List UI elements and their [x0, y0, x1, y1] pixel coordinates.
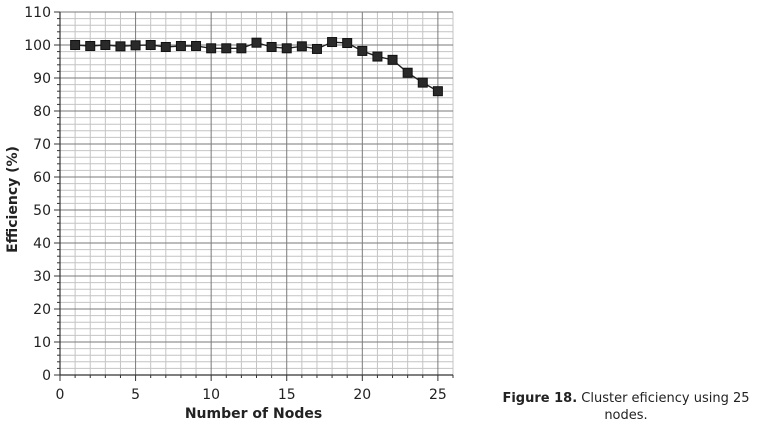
x-tick-label: 15: [278, 387, 296, 403]
data-point: [266, 41, 277, 52]
data-point: [296, 41, 307, 52]
x-tick-label: 10: [202, 387, 220, 403]
data-point: [221, 43, 232, 54]
y-tick-label: 80: [33, 104, 51, 120]
y-axis-title: Efficiency (%): [5, 146, 21, 253]
data-point: [130, 40, 141, 51]
chart-grid: [60, 11, 454, 375]
y-tick-label: 100: [24, 38, 51, 54]
y-tick-label: 40: [33, 236, 51, 252]
data-point: [236, 43, 247, 54]
data-point: [281, 43, 292, 54]
chart-labels: 0 10 20 30 40 50 60 70 80 90 100 110 0 5 10 15 20 25 Numbe…: [5, 5, 447, 422]
data-point: [357, 45, 368, 56]
data-point: [191, 40, 202, 51]
data-point: [251, 37, 262, 48]
data-point: [342, 38, 353, 49]
x-tick-label: 20: [353, 387, 371, 403]
caption-label: Figure 18.: [502, 391, 578, 406]
data-point: [327, 37, 338, 48]
chart-series: [70, 37, 443, 97]
data-point: [432, 86, 443, 97]
data-point: [372, 51, 383, 62]
data-point: [417, 77, 428, 88]
data-point: [145, 40, 156, 50]
y-tick-label: 10: [33, 335, 51, 351]
data-point: [387, 54, 398, 65]
y-tick-label: 50: [33, 203, 51, 219]
data-point: [85, 40, 96, 51]
efficiency-chart: 0 10 20 30 40 50 60 70 80 90 100 110 0 5 10 15 20 25 Numbe…: [5, 5, 454, 422]
y-tick-label: 0: [42, 368, 51, 384]
y-tick-label: 60: [33, 170, 51, 186]
data-point: [311, 43, 322, 54]
data-point: [206, 43, 217, 54]
y-tick-label: 90: [33, 71, 51, 87]
y-tick-label: 20: [33, 302, 51, 318]
data-point: [402, 67, 413, 78]
data-point: [70, 40, 81, 50]
caption-text: Cluster eficiency using 25 nodes.: [577, 391, 750, 423]
y-tick-label: 110: [24, 5, 51, 21]
data-point: [100, 40, 111, 50]
x-axis-title: Number of Nodes: [185, 406, 322, 422]
y-tick-label: 70: [33, 137, 51, 153]
data-point: [115, 41, 126, 52]
x-tick-label: 0: [56, 387, 65, 403]
chart-axes: [54, 11, 454, 381]
x-tick-label: 25: [429, 387, 447, 403]
y-tick-label: 30: [33, 269, 51, 285]
x-tick-label: 5: [131, 387, 140, 403]
data-point: [175, 40, 186, 51]
figure-caption: Figure 18. Cluster eficiency using 25 no…: [486, 390, 766, 424]
data-point: [160, 41, 171, 52]
